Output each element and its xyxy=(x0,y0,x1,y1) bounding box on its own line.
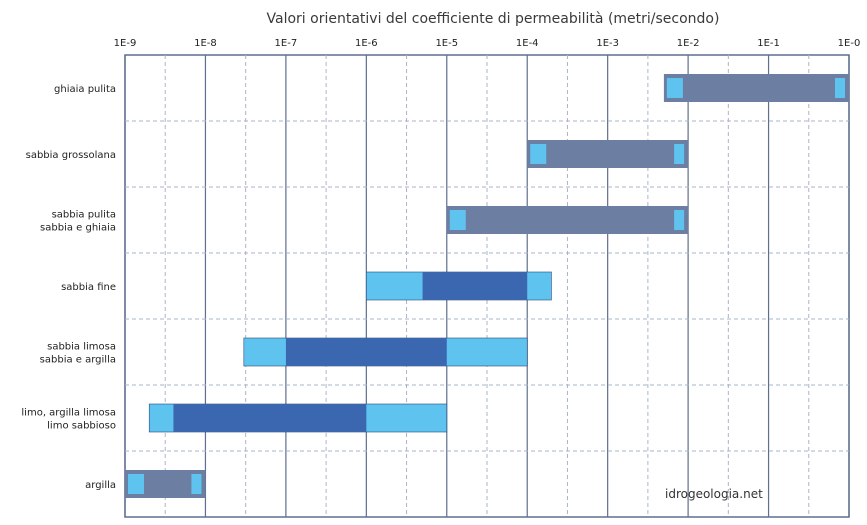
bar-core xyxy=(285,338,447,366)
x-tick-label: 1E-2 xyxy=(677,38,700,49)
category-label: ghiaia pulita xyxy=(54,84,116,95)
grid xyxy=(124,54,850,518)
category-label: sabbia pulita xyxy=(52,210,116,221)
chart-title: Valori orientativi del coefficiente di p… xyxy=(267,11,720,27)
bar-end-mark xyxy=(128,474,144,494)
x-tick-label: 1E-0 xyxy=(838,38,861,49)
category-labels: ghiaia pulita sabbia grossolana sabbia pul… xyxy=(21,84,116,491)
x-tick-label: 1E-9 xyxy=(114,38,137,49)
bar-end-mark xyxy=(449,210,466,230)
x-tick-label: 1E-8 xyxy=(194,38,217,49)
watermark: idrogeologia.net xyxy=(665,487,763,501)
x-tick-label: 1E-5 xyxy=(435,38,458,49)
x-tick-label: 1E-6 xyxy=(355,38,378,49)
category-label: argilla xyxy=(85,480,116,491)
bar-end-mark xyxy=(674,210,685,230)
x-tick-label: 1E-4 xyxy=(516,38,539,49)
bar-range xyxy=(527,140,689,168)
bar-end-mark xyxy=(191,474,202,494)
category-label: sabbia fine xyxy=(61,282,116,293)
bar-end-mark xyxy=(666,78,683,98)
bar-end-mark xyxy=(674,144,685,164)
bar-core xyxy=(422,272,528,300)
category-label: sabbia e argilla xyxy=(40,355,116,366)
bars xyxy=(125,74,849,498)
bar-range xyxy=(446,206,689,234)
x-tick-label: 1E-7 xyxy=(275,38,298,49)
category-label: sabbia grossolana xyxy=(26,150,116,161)
bar-range xyxy=(663,74,849,102)
bar-core xyxy=(173,404,367,432)
category-label: limo, argilla limosa xyxy=(21,408,116,419)
bar-end-mark xyxy=(530,144,547,164)
x-tick-label: 1E-1 xyxy=(757,38,780,49)
category-label: sabbia limosa xyxy=(47,342,116,353)
x-tick-label: 1E-3 xyxy=(596,38,619,49)
category-label: limo sabbioso xyxy=(47,421,116,432)
bar-end-mark xyxy=(835,78,845,98)
x-axis-ticks: 1E-9 1E-8 1E-7 1E-6 1E-5 1E-4 1E-3 1E-2 1E-1 1E-0 xyxy=(114,38,861,49)
category-label: sabbia e ghiaia xyxy=(40,223,116,234)
